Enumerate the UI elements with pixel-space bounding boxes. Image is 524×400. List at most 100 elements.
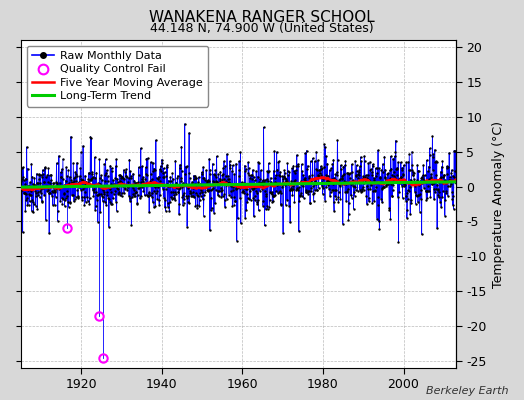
Point (226, 164, 234, 171)
Point (170, 184, 178, 190)
Point (305, 200, 314, 206)
Point (432, 158, 440, 164)
Point (371, 180, 379, 186)
Point (246, 196, 255, 203)
Point (308, 172, 316, 178)
Point (311, 178, 320, 184)
Point (272, 188, 280, 194)
Point (120, 190, 128, 196)
Point (332, 177, 340, 184)
Point (387, 153, 395, 160)
Point (255, 182, 264, 189)
Point (206, 166, 214, 173)
Point (167, 188, 176, 195)
Point (382, 182, 390, 188)
Point (396, 174, 405, 180)
Point (70, 198, 78, 205)
Point (432, 186, 440, 192)
Point (421, 178, 430, 185)
Point (211, 200, 219, 206)
Point (451, 148, 460, 154)
Point (68, 192, 76, 198)
Point (264, 206, 272, 212)
Point (414, 167, 423, 174)
Point (100, 189, 108, 195)
Point (77, 149, 85, 156)
Point (303, 166, 311, 172)
Point (53, 208, 62, 214)
Point (62, 195, 70, 201)
Point (264, 169, 272, 175)
Point (70, 175, 79, 182)
Point (225, 191, 233, 198)
Point (150, 204, 158, 210)
Point (330, 175, 339, 181)
Point (78, 177, 86, 184)
Point (419, 176, 427, 183)
Point (291, 170, 299, 176)
Point (125, 175, 133, 182)
Point (350, 188, 358, 195)
Point (254, 174, 262, 180)
Point (317, 163, 325, 169)
Point (203, 178, 211, 184)
Point (394, 239, 402, 245)
Point (59, 156, 67, 162)
Point (113, 207, 121, 214)
Point (25, 182, 34, 189)
Point (306, 200, 314, 206)
Point (381, 166, 390, 173)
Point (90, 186, 98, 192)
Point (90, 189, 99, 196)
Point (265, 168, 273, 174)
Point (235, 172, 243, 179)
Point (255, 160, 263, 166)
Point (392, 166, 401, 172)
Point (58, 166, 66, 172)
Point (201, 177, 209, 184)
Point (127, 222, 136, 228)
Point (229, 187, 237, 193)
Point (42, 182, 51, 189)
Point (347, 180, 355, 187)
Point (204, 187, 212, 194)
Point (164, 204, 172, 210)
Point (279, 176, 288, 182)
Point (23, 195, 31, 202)
Point (449, 202, 457, 208)
Point (373, 216, 381, 222)
Y-axis label: Temperature Anomaly (°C): Temperature Anomaly (°C) (492, 120, 505, 288)
Point (309, 190, 318, 197)
Point (174, 189, 182, 195)
Point (268, 192, 277, 199)
Point (147, 190, 156, 196)
Point (180, 190, 188, 196)
Point (353, 168, 361, 175)
Point (297, 178, 305, 184)
Point (27, 208, 36, 214)
Point (422, 157, 431, 164)
Point (221, 163, 230, 169)
Point (68, 179, 76, 185)
Point (65, 180, 73, 186)
Point (345, 210, 353, 217)
Point (296, 190, 304, 197)
Point (183, 223, 191, 230)
Point (376, 180, 384, 186)
Point (157, 168, 166, 174)
Point (297, 181, 305, 187)
Point (138, 178, 147, 184)
Point (379, 169, 387, 175)
Point (335, 183, 344, 190)
Point (216, 177, 224, 184)
Point (423, 188, 432, 194)
Point (344, 170, 352, 176)
Point (62, 164, 70, 170)
Point (23, 144, 31, 150)
Point (438, 158, 446, 164)
Point (301, 177, 309, 183)
Point (138, 163, 146, 170)
Point (218, 177, 226, 183)
Point (100, 178, 108, 184)
Point (380, 184, 388, 190)
